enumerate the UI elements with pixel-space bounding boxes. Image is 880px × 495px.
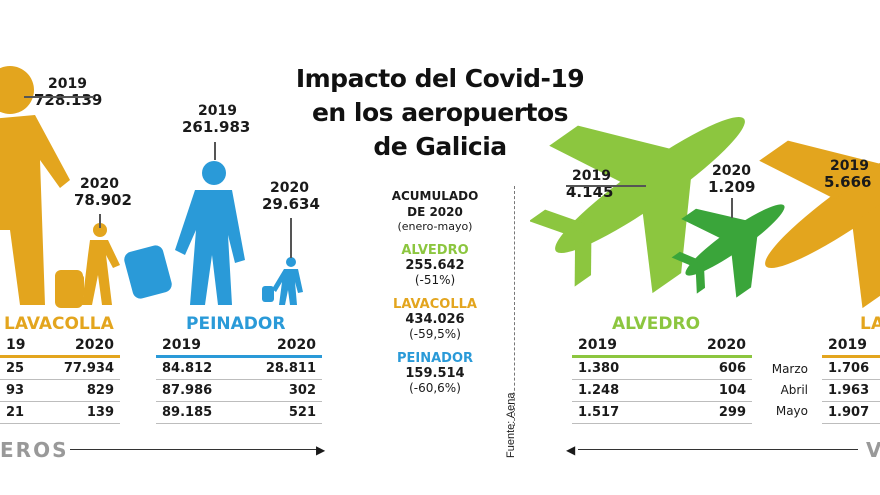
table-row: 89.185 521 [156,401,322,424]
accumulated-peinador-name: PEINADOR [396,351,474,366]
leader-line [214,142,216,160]
lavacolla-passenger-table: 19 2020 25 77.934 93 829 21 139 [0,334,120,424]
page-title: Impacto del Covid-19 en los aeropuertos … [295,64,585,161]
lavacolla-flights-2019: 2019 5.666 [824,158,872,191]
alvedro-2019-plane-icon [530,117,745,294]
lavacolla-title: LAVACOLLA [4,314,114,334]
peinador-passengers-2019: 2019 261.983 [182,103,251,136]
lavacolla-flight-table: 2019 1.706 1.963 1.907 [822,334,880,424]
alvedro-2020-plane-icon [671,204,785,298]
table-row: 93 829 [0,379,120,402]
leader-line [24,96,94,98]
table-row: 1.517 299 [572,401,752,424]
table-row: 87.986 302 [156,379,322,402]
accumulated-summary: ACUMULADO DE 2020 (enero-mayo) ALVEDRO 2… [370,188,500,395]
flight-figures [530,117,880,309]
alvedro-title: ALVEDRO [612,314,701,334]
alvedro-flights-2019: 2019 4.145 [566,168,614,201]
table-row: 1.963 [822,379,880,402]
section-arrow-line [578,449,858,450]
table-row: 1.380 606 [572,356,752,380]
table-row: 84.812 28.811 [156,356,322,380]
leader-line [290,218,292,258]
peinador-passenger-table: 2019 2020 84.812 28.811 87.986 302 89.185 5… [156,334,322,424]
passenger-figures [0,66,303,308]
section-arrow-line [70,449,320,450]
flights-section-label: V [866,438,880,462]
peinador-title: PEINADOR [186,314,286,334]
table-row: 21 139 [0,401,120,424]
leader-line [731,198,733,218]
leader-line [566,185,646,187]
leader-line [99,214,101,228]
peinador-passengers-2020: 2020 29.634 [262,180,320,213]
accumulated-lavacolla-name: LAVACOLLA [393,297,477,312]
arrow-left-icon: ◀ [566,443,576,457]
alvedro-flights-2020: 2020 1.209 [708,163,756,196]
source-note: Fuente: Aena [505,392,517,458]
peinador-2020-person-icon [262,257,303,305]
peinador-2019-person-icon [124,161,245,305]
list-item: Marzo [771,361,808,376]
lavacolla-passengers-2019: 2019 728.139 [34,76,103,109]
lavacolla-flights-title: LA [860,314,880,334]
lavacolla-2019-plane-icon [759,132,880,309]
passengers-section-label: EROS [0,438,69,462]
divider [514,186,515,426]
table-row: 1.706 [822,356,880,380]
accumulated-alvedro-name: ALVEDRO [401,243,469,258]
lavacolla-passengers-2020: 2020 78.902 [74,176,132,209]
list-item: Abril [780,382,808,397]
table-row: 1.907 [822,401,880,424]
table-row: 1.248 104 [572,379,752,402]
month-labels: Marzo Abril Mayo [754,334,814,421]
lavacolla-2020-person-icon [72,223,120,305]
arrow-right-icon: ▶ [316,443,326,457]
list-item: Mayo [775,403,808,418]
alvedro-flight-table: 2019 2020 1.380 606 1.248 104 1.517 299 [572,334,752,424]
table-row: 25 77.934 [0,356,120,380]
